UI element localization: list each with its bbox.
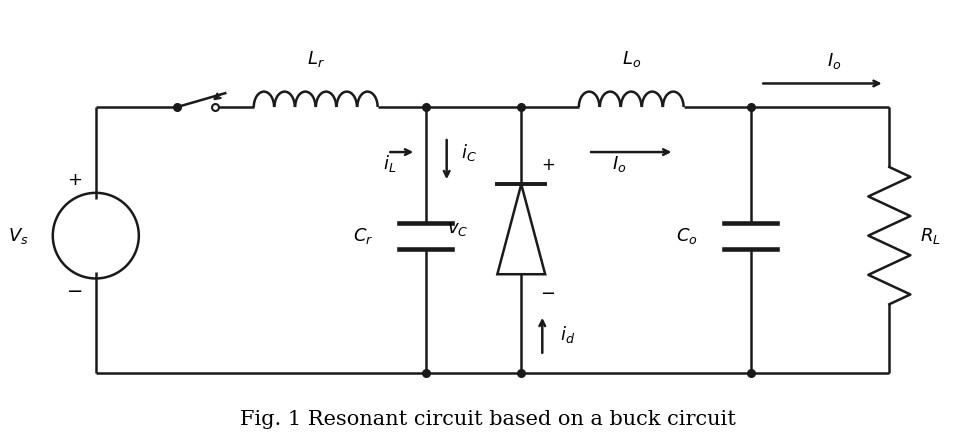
Text: $i_L$: $i_L$ bbox=[382, 153, 395, 174]
Text: $C_r$: $C_r$ bbox=[353, 225, 373, 246]
Text: $i_d$: $i_d$ bbox=[559, 324, 574, 345]
Text: $I_o$: $I_o$ bbox=[827, 51, 841, 71]
Text: $I_o$: $I_o$ bbox=[611, 154, 626, 174]
Text: $R_L$: $R_L$ bbox=[919, 225, 940, 246]
Text: −: − bbox=[540, 284, 555, 302]
Text: $L_r$: $L_r$ bbox=[306, 49, 325, 69]
Text: $i_C$: $i_C$ bbox=[460, 142, 477, 163]
Text: $V_s$: $V_s$ bbox=[9, 225, 29, 246]
Text: +: + bbox=[67, 171, 82, 189]
Text: $C_o$: $C_o$ bbox=[675, 225, 698, 246]
Text: −: − bbox=[67, 282, 83, 301]
Text: +: + bbox=[541, 156, 554, 174]
Text: Fig. 1 Resonant circuit based on a buck circuit: Fig. 1 Resonant circuit based on a buck … bbox=[239, 409, 735, 429]
Text: $v_C$: $v_C$ bbox=[447, 220, 468, 238]
Text: $L_o$: $L_o$ bbox=[621, 49, 641, 69]
